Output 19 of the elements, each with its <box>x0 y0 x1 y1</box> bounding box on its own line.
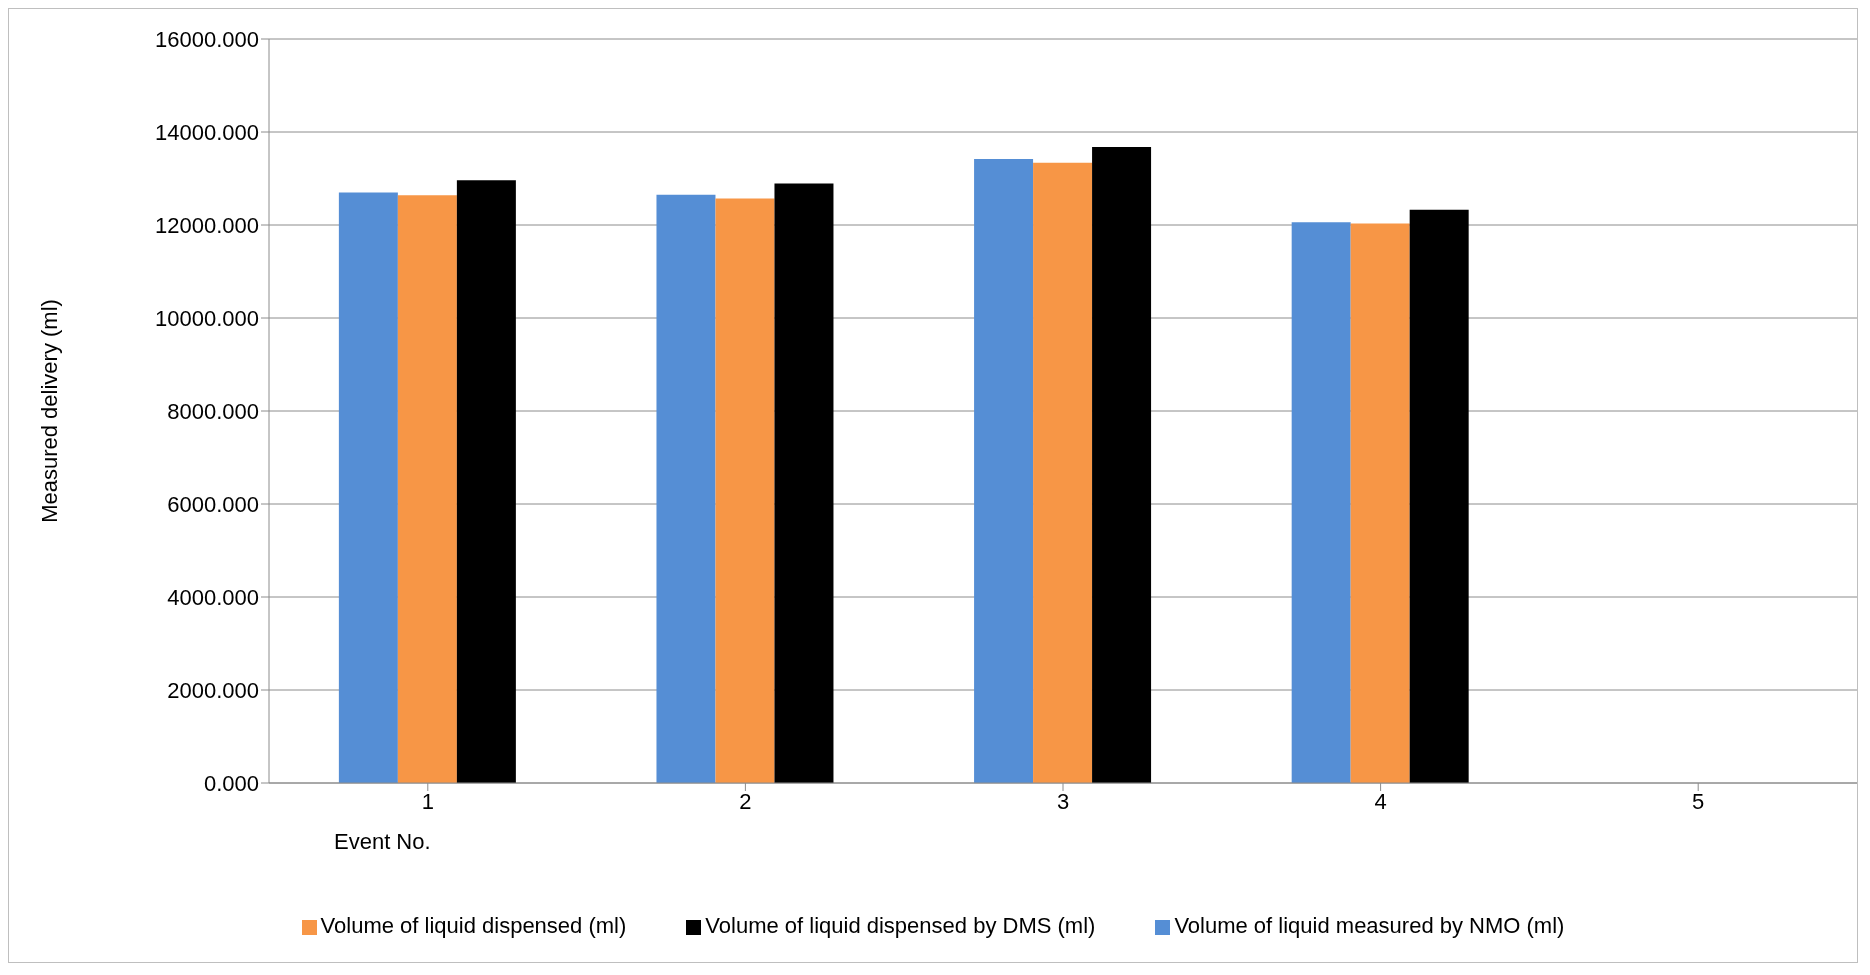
y-tick-label: 8000.000 <box>167 398 259 424</box>
x-axis-title: Event No. <box>334 828 431 854</box>
y-tick-label: 0.000 <box>203 770 259 796</box>
y-tick-label: 6000.000 <box>167 491 259 517</box>
y-tick-label: 2000.000 <box>167 677 259 703</box>
y-axis-title: Measured delivery (ml) <box>36 299 62 523</box>
x-tick-label: 2 <box>739 788 752 814</box>
x-tick-label: 1 <box>421 788 434 814</box>
y-tick-label: 12000.000 <box>155 212 259 238</box>
legend-label: Volume of liquid dispensed by DMS (ml) <box>705 913 1096 938</box>
y-tick-label: 16000.000 <box>155 26 259 52</box>
y-tick-label: 4000.000 <box>167 584 259 610</box>
legend-label: Volume of liquid dispensed (ml) <box>320 913 627 938</box>
x-tick-label: 4 <box>1374 788 1387 814</box>
y-tick-label: 10000.000 <box>155 305 259 331</box>
y-tick-label: 14000.000 <box>155 119 259 145</box>
x-tick-label: 5 <box>1692 788 1705 814</box>
legend-label: Volume of liquid measured by NMO (ml) <box>1174 913 1565 938</box>
x-tick-label: 3 <box>1056 788 1070 814</box>
